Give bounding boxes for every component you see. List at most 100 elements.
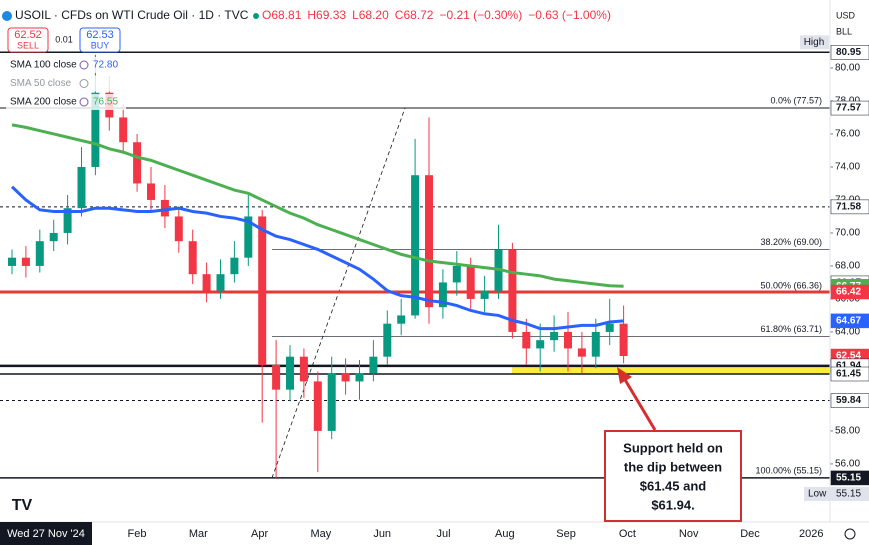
legend-value: 76.55	[93, 97, 118, 108]
price-tag-label: 66.42	[836, 287, 861, 298]
unit[interactable]: BLL	[836, 26, 852, 36]
price-tag	[830, 100, 869, 116]
annotation-text: Support held on	[623, 440, 723, 455]
candle-body	[133, 142, 142, 184]
candle-body	[188, 241, 197, 275]
legend-icon	[79, 97, 89, 107]
buy-label: BUY	[91, 40, 110, 50]
support-zone	[512, 365, 830, 374]
symbol-icon	[2, 11, 12, 21]
legend-name: SMA 50 close	[10, 78, 72, 89]
quote-value: −0.21 (−0.30%)	[439, 8, 522, 22]
low-caption: Low	[808, 489, 827, 500]
x-tick-label: Dec	[740, 528, 760, 540]
overlay: USOIL · CFDs on WTI Crude Oil · 1D · TVC…	[0, 8, 869, 545]
arrow-head	[617, 367, 632, 384]
x-tick-label: Nov	[679, 528, 699, 540]
settings-icon[interactable]	[844, 528, 856, 540]
candle-body	[272, 364, 281, 390]
candle-body	[480, 290, 489, 299]
tv-logo: TV	[12, 497, 33, 514]
y-tick-label: 70.00	[835, 228, 860, 239]
x-tick-label: Jul	[436, 528, 450, 540]
quote-value: O68.81	[262, 8, 302, 22]
cursor-date-box	[0, 522, 92, 545]
sma-line	[11, 123, 624, 288]
candle-body	[8, 257, 16, 266]
x-tick-label: Apr	[251, 528, 268, 540]
candle-body	[466, 265, 475, 299]
candle-body	[174, 216, 183, 242]
sma-line	[10, 185, 624, 331]
x-tick-label: 2026	[799, 528, 823, 540]
fib-label: 100.00% (55.15)	[755, 465, 822, 475]
fib-label: 38.20% (69.00)	[760, 237, 822, 247]
price-tag-label: 55.15	[836, 473, 861, 484]
legend-bg	[6, 75, 126, 92]
plot-area: 56.0058.0060.0062.0064.0066.0068.0070.00…	[0, 51, 860, 479]
buy-button[interactable]	[79, 27, 121, 53]
legend-value: 72.80	[93, 60, 118, 71]
market-status	[253, 13, 259, 19]
legend-bg	[6, 57, 126, 73]
price-tag	[830, 45, 869, 60]
y-tick-label: 56.00	[835, 459, 860, 470]
y-tick-label: 64.00	[835, 327, 860, 338]
legend-name: SMA 200 close	[10, 97, 77, 108]
y-tick-label: 58.00	[835, 426, 860, 437]
fib-label: 61.80% (63.71)	[760, 324, 822, 334]
fib-label: 0.0% (77.57)	[770, 95, 822, 105]
candle-body	[355, 373, 364, 382]
candle-body	[35, 241, 44, 266]
price-tag	[830, 470, 869, 486]
candle-body	[341, 373, 350, 382]
spread: 0.01	[55, 34, 73, 44]
price-tag	[830, 313, 869, 329]
currency[interactable]: USD	[836, 10, 856, 20]
x-tick-label: Jun	[373, 528, 391, 540]
sell-label: SELL	[17, 40, 39, 50]
y-tick-label: 80.00	[835, 63, 860, 74]
candle-body	[369, 356, 378, 374]
x-tick-label: Feb	[128, 528, 147, 540]
annotation-text: the dip between	[624, 459, 722, 474]
price-tag	[830, 366, 869, 382]
price-tag	[830, 393, 869, 408]
x-tick-label: Oct	[619, 528, 636, 540]
candle-body	[327, 373, 336, 431]
candle-body	[258, 216, 267, 365]
low-box	[804, 486, 869, 501]
candle-body	[63, 208, 72, 233]
price-tag	[830, 284, 869, 300]
candle-body	[564, 331, 572, 349]
caption: High	[804, 37, 825, 48]
candle-body	[411, 175, 420, 316]
candle-body	[397, 315, 406, 324]
candle-body	[452, 265, 461, 283]
low-value: 55.15	[836, 489, 861, 500]
candle-body	[550, 331, 559, 341]
candle-body	[299, 356, 308, 382]
candle-body	[119, 117, 128, 143]
candle-body	[536, 340, 545, 349]
candle-body	[605, 323, 614, 332]
price-tag-label: 61.45	[836, 369, 861, 380]
candle-body	[230, 257, 239, 275]
legend-icon	[79, 79, 89, 88]
sell-price: 62.52	[14, 29, 42, 41]
price-tag-label: 62.54	[836, 351, 861, 362]
annotation-arrow	[622, 377, 657, 431]
quote-value: −0.63 (−1.00%)	[528, 8, 611, 22]
y-tick-label: 76.00	[835, 129, 860, 140]
x-tick-label: Sep	[556, 528, 576, 540]
annotation-text: $61.45 and	[640, 478, 707, 493]
sell-button[interactable]	[7, 27, 49, 53]
candle-body	[160, 199, 169, 217]
price-tag	[830, 199, 869, 215]
y-tick-label: 74.00	[835, 162, 860, 173]
price-tag-label: 71.58	[836, 202, 861, 213]
price-tag-label: 59.84	[836, 395, 861, 406]
quote-value: C68.72	[395, 8, 434, 22]
quote-value: L68.20	[352, 8, 389, 22]
candle-body	[21, 257, 30, 266]
